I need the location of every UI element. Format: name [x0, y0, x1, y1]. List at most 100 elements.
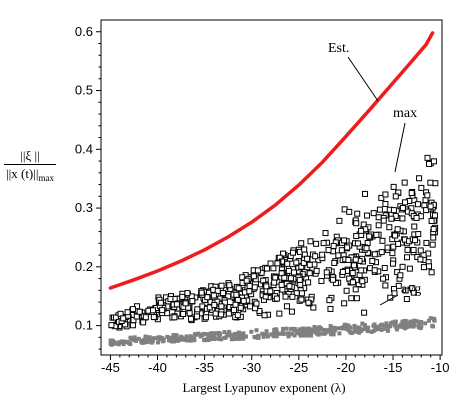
max-point	[313, 267, 320, 274]
avg-point	[357, 328, 362, 333]
avg-point	[191, 336, 196, 341]
x-tick-label: -40	[148, 360, 167, 375]
avg-point	[348, 325, 353, 330]
max-point	[286, 283, 293, 290]
max-point	[341, 237, 348, 244]
avg-point	[319, 331, 324, 336]
max-point	[296, 276, 303, 283]
max-point	[290, 269, 297, 276]
max-point	[301, 246, 308, 253]
avg-point	[390, 320, 395, 325]
max-point	[173, 301, 180, 308]
avg-point	[352, 326, 357, 331]
max-point	[353, 233, 360, 240]
avg-point	[297, 331, 302, 336]
avg-point	[172, 339, 177, 344]
max-point	[312, 253, 319, 260]
avg-point	[419, 324, 424, 329]
axes: -45 -40 -35 -30 -25 -20 -15 -10 0.1 0.2 0.3 0.4 0.5 0…	[75, 19, 450, 375]
max-point	[366, 233, 373, 240]
avg-point	[430, 323, 435, 328]
y-tick-label: 0.6	[75, 24, 93, 39]
max-point	[417, 247, 424, 254]
avg-point	[419, 319, 424, 324]
max-point	[218, 282, 225, 289]
avg-point	[212, 334, 217, 339]
avg-point	[337, 326, 342, 331]
max-point	[359, 278, 366, 285]
y-tick-label: 0.2	[75, 259, 93, 274]
max-point	[150, 314, 157, 321]
avg-point	[249, 329, 254, 334]
y-tick-label: 0.4	[75, 141, 93, 156]
avg-point	[341, 326, 346, 331]
avg-point	[271, 334, 276, 339]
avg-point	[392, 322, 397, 327]
max-point	[401, 179, 408, 186]
max-point	[380, 217, 387, 224]
max-point	[397, 272, 404, 279]
max-point	[283, 303, 290, 310]
max-point	[346, 208, 353, 215]
avg-point	[417, 321, 422, 326]
avg-point	[188, 338, 193, 343]
x-tick-label: -30	[242, 360, 261, 375]
max-point	[410, 246, 417, 253]
avg-point	[209, 331, 214, 336]
max-point	[184, 290, 191, 297]
avg-point	[136, 336, 141, 341]
avg-point	[366, 325, 371, 330]
avg-point	[128, 335, 133, 340]
annotation-avg-leader	[379, 294, 399, 306]
max-point	[204, 294, 211, 301]
max-point	[408, 190, 415, 197]
max-point	[319, 251, 326, 258]
avg-point	[395, 327, 400, 332]
x-tick-label: -20	[337, 360, 356, 375]
max-point	[267, 288, 274, 295]
avg-point	[398, 324, 403, 329]
max-point	[157, 299, 164, 306]
max-point	[287, 275, 294, 282]
y-axis-label: ||ξ || ||x (t)||max	[4, 148, 56, 186]
avg-point	[116, 342, 121, 347]
avg-point	[155, 340, 160, 345]
avg-point	[307, 326, 312, 331]
max-point	[371, 251, 378, 258]
max-point	[389, 250, 396, 257]
avg-point	[316, 326, 321, 331]
max-point	[427, 203, 434, 210]
max-point	[140, 319, 147, 326]
max-point	[430, 158, 437, 165]
avg-point	[213, 331, 218, 336]
avg-point	[288, 332, 293, 337]
max-point	[394, 226, 401, 233]
avg-point	[206, 338, 211, 343]
max-point	[250, 273, 257, 280]
max-point	[194, 306, 201, 313]
max-point	[354, 240, 361, 247]
avg-point	[229, 337, 234, 342]
avg-point	[369, 329, 374, 334]
avg-point	[382, 326, 387, 331]
avg-point	[408, 324, 413, 329]
max-point	[179, 293, 186, 300]
avg-point	[432, 317, 437, 322]
max-point	[167, 295, 174, 302]
max-point	[288, 308, 295, 315]
avg-point	[347, 329, 352, 334]
x-tick-label: -25	[289, 360, 308, 375]
max-point	[300, 259, 307, 266]
max-point	[424, 192, 431, 199]
max-point	[323, 269, 330, 276]
max-point	[325, 246, 332, 253]
max-point	[320, 240, 327, 247]
max-point	[428, 269, 435, 276]
avg-point	[401, 319, 406, 324]
x-tick-label: -15	[384, 360, 403, 375]
avg-point	[307, 332, 312, 337]
avg-point	[254, 335, 259, 340]
max-point	[261, 312, 268, 319]
avg-point	[354, 329, 359, 334]
avg-point	[392, 319, 397, 324]
